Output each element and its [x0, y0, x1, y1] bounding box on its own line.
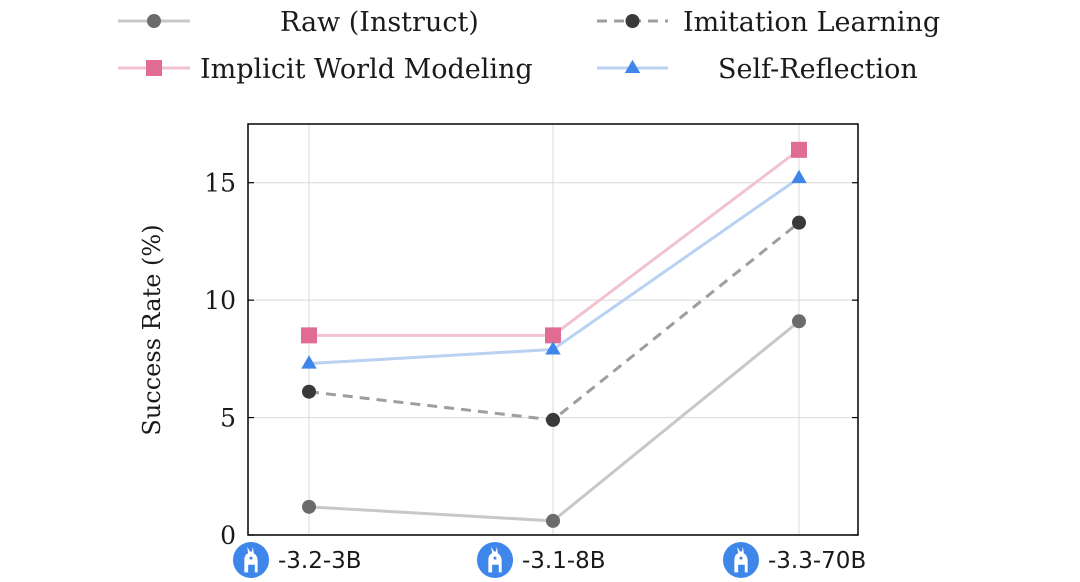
series-line-imitation: [308, 221, 800, 422]
data-point-implicit: [791, 141, 807, 158]
series-line-implicit: [309, 148, 800, 337]
legend-item-raw: Raw (Instruct): [118, 7, 479, 38]
data-point-reflection: [791, 169, 807, 184]
x-tick-label: -3.3-70B: [768, 548, 866, 574]
x-tick-label: -3.1-8B: [522, 548, 606, 574]
series-raw: [302, 314, 806, 528]
legend-label-raw: Raw (Instruct): [280, 7, 479, 38]
legend-label-reflection: Self-Reflection: [718, 54, 918, 85]
data-point-reflection: [545, 341, 561, 355]
data-point-implicit: [301, 327, 317, 344]
y-axis-label: Success Rate (%): [138, 224, 166, 435]
data-point-imitation: [792, 215, 806, 230]
legend-label-implicit: Implicit World Modeling: [200, 54, 533, 85]
x-tick-label: -3.2-3B: [278, 548, 362, 574]
legend-label-imitation: Imitation Learning: [683, 7, 940, 38]
llama-icon: [722, 541, 760, 579]
y-tick-label: 5: [220, 404, 236, 433]
y-axis-ticks: 0 5 10 15: [204, 169, 858, 550]
data-point-reflection: [301, 355, 317, 369]
y-tick-label: 15: [204, 169, 236, 198]
series-imitation: [302, 215, 806, 427]
data-point-implicit: [545, 327, 561, 344]
llama-icon: [232, 541, 270, 579]
llama-icon: [476, 541, 514, 579]
legend-marker-reflection: [624, 59, 641, 74]
legend-item-reflection: Self-Reflection: [597, 54, 918, 85]
data-point-imitation: [546, 412, 560, 427]
x-category-1: -3.1-8B: [476, 541, 606, 579]
legend-item-imitation: Imitation Learning: [597, 7, 940, 38]
plot-area: 0 5 10 15 -3.2-3B -3.1-8B -3.3-70B: [204, 123, 866, 579]
data-point-raw: [546, 513, 560, 528]
legend-marker-implicit: [146, 60, 162, 76]
data-point-raw: [302, 499, 316, 514]
y-tick-label: 10: [204, 286, 236, 315]
series-reflection: [301, 169, 807, 369]
data-point-imitation: [302, 384, 316, 399]
series-implicit: [301, 141, 807, 344]
plot-frame: [247, 123, 859, 536]
series-layer: [301, 141, 807, 528]
x-category-2: -3.3-70B: [722, 541, 866, 579]
x-category-0: -3.2-3B: [232, 541, 362, 579]
data-point-raw: [792, 314, 806, 329]
legend-marker-raw: [147, 14, 161, 28]
x-axis-categories: -3.2-3B -3.1-8B -3.3-70B: [232, 541, 866, 579]
legend: Raw (Instruct) Imitation Learning Implicit…: [118, 7, 940, 85]
y-tick-label: 0: [220, 521, 236, 550]
legend-item-implicit: Implicit World Modeling: [118, 54, 533, 85]
legend-marker-imitation: [625, 14, 640, 28]
